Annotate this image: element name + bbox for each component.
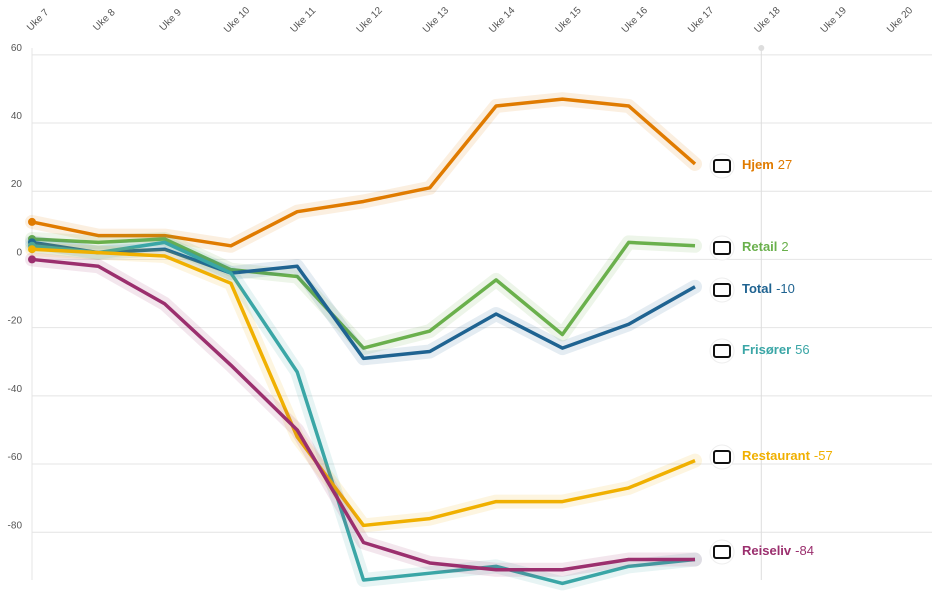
start-dot (28, 217, 36, 226)
icon-glyph (713, 545, 731, 559)
series-label: Total -10 (742, 281, 795, 296)
line (31, 240, 696, 586)
start-dot (28, 255, 36, 264)
series-label: Restaurant -57 (742, 448, 833, 463)
x-tick-label: Uke 16 (620, 5, 650, 35)
y-tick-label: -20 (8, 316, 23, 327)
y-tick-label: -80 (8, 520, 23, 531)
x-tick-label: Uke 14 (487, 5, 517, 35)
series-name: Total (742, 281, 772, 296)
x-tick-label: Uke 10 (222, 5, 252, 35)
x-tick-label: Uke 7 (25, 7, 52, 34)
x-tick-label: Uke 15 (554, 5, 584, 35)
line (31, 257, 695, 572)
series-value: 2 (781, 239, 788, 254)
x-tick-label: Uke 9 (158, 7, 185, 34)
series-label: Hjem 27 (742, 157, 792, 172)
icon-glyph (713, 159, 731, 173)
y-tick-label: -60 (8, 452, 23, 463)
start-dot (28, 245, 36, 254)
line (31, 237, 696, 350)
series-value: -10 (776, 281, 795, 296)
x-tick-label: Uke 13 (421, 5, 451, 35)
line (31, 97, 697, 248)
x-tick-label: Uke 8 (91, 7, 118, 34)
y-tick-label: 0 (16, 247, 22, 258)
series-label: Reiseliv -84 (742, 543, 814, 558)
y-tick-label: 60 (11, 43, 23, 54)
x-tick-label: Uke 12 (355, 5, 385, 35)
icon-glyph (713, 450, 731, 464)
current-week-dot (758, 45, 765, 51)
series-name: Frisører (742, 342, 791, 357)
x-tick-label: Uke 17 (686, 5, 716, 35)
series-label: Frisører 56 (742, 342, 810, 357)
series-value: -57 (814, 448, 833, 463)
x-tick-label: Uke 19 (819, 5, 849, 35)
x-tick-label: Uke 18 (752, 5, 782, 35)
series-label: Retail 2 (742, 239, 789, 254)
line (31, 247, 696, 528)
series-value: 27 (778, 157, 792, 172)
series-name: Retail (742, 239, 777, 254)
icon-glyph (713, 283, 731, 297)
line (31, 240, 696, 361)
x-tick-label: Uke 11 (289, 5, 319, 35)
series-name: Reiseliv (742, 543, 792, 558)
icon-glyph (713, 344, 731, 358)
line-halo (25, 92, 702, 253)
icon-glyph (713, 241, 731, 255)
series-name: Restaurant (742, 448, 811, 463)
y-tick-label: 20 (11, 179, 23, 190)
series-value: 56 (795, 342, 809, 357)
series-name: Hjem (742, 157, 774, 172)
y-tick-label: 40 (11, 111, 23, 122)
series-value: -84 (795, 543, 814, 558)
x-tick-label: Uke 20 (885, 5, 915, 35)
y-tick-label: -40 (8, 384, 23, 395)
